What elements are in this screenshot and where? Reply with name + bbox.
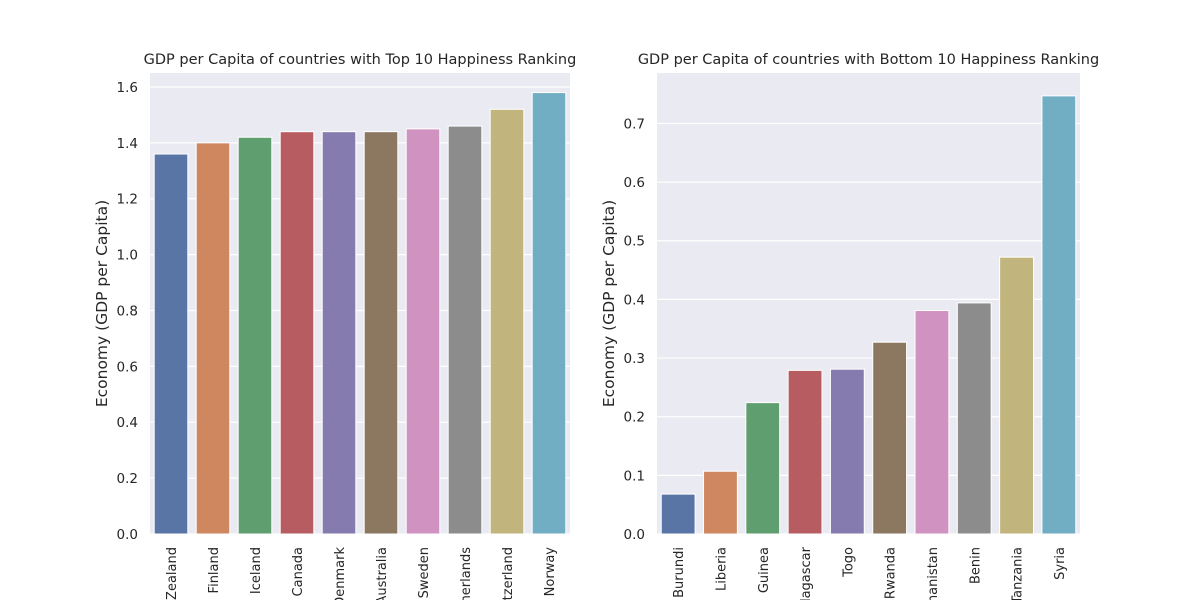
chart-title: GDP per Capita of countries with Bottom … xyxy=(638,52,1099,68)
y-tick-label: 0.2 xyxy=(117,471,138,487)
y-tick-label: 0.0 xyxy=(624,527,645,543)
y-tick-label: 0.5 xyxy=(624,234,645,250)
bar-norway xyxy=(531,92,567,535)
bar-rwanda xyxy=(872,341,908,535)
x-tick-label: Liberia xyxy=(714,547,729,591)
x-tick-label: Tanzania xyxy=(1011,547,1026,600)
y-axis-label: Economy (GDP per Capita) xyxy=(600,200,618,407)
x-tick-label: Denmark xyxy=(333,547,348,600)
bar-madagascar xyxy=(787,369,823,535)
x-tick-label: Guinea xyxy=(757,547,772,593)
x-tick-label: Australia xyxy=(375,547,390,600)
y-tick-label: 0.6 xyxy=(117,359,138,375)
y-tick-label: 1.6 xyxy=(117,80,138,96)
x-tick-label: Norway xyxy=(543,547,558,597)
y-tick-label: 0.2 xyxy=(624,410,645,426)
y-axis-label: Economy (GDP per Capita) xyxy=(93,200,111,407)
bar-togo xyxy=(829,368,865,535)
y-tick-label: 0.7 xyxy=(624,116,645,132)
x-tick-label: Finland xyxy=(207,547,222,593)
y-tick-label: 1.2 xyxy=(117,192,138,208)
bar-liberia xyxy=(703,470,738,535)
x-tick-label: Iceland xyxy=(249,547,264,594)
x-tick-label: New Zealand xyxy=(165,547,180,600)
y-tick-label: 0.8 xyxy=(117,303,138,319)
x-tick-label: Burundi xyxy=(672,547,687,598)
bar-sweden xyxy=(405,128,441,535)
chart-panel-0: 0.0 0.2 0.4 0.6 0.8 1.0 1.2 1.4 1.6 New Zealand Fi… xyxy=(93,52,577,604)
y-tick-label: 1.0 xyxy=(117,248,138,264)
x-tick-label: Canada xyxy=(291,547,306,596)
bar-benin xyxy=(956,302,992,535)
bar-new-zealand xyxy=(153,153,189,535)
x-tick-label: Madagascar xyxy=(799,546,814,600)
chart-panel-1: 0.0 0.1 0.2 0.3 0.4 0.5 0.6 0.7 Burundi Liberia Gu… xyxy=(600,52,1099,604)
y-tick-label: 0.0 xyxy=(117,527,138,543)
y-tick-label: 0.4 xyxy=(624,292,645,308)
x-tick-label: Togo xyxy=(841,547,856,578)
bar-switzerland xyxy=(489,108,525,535)
bar-finland xyxy=(195,142,231,535)
bar-burundi xyxy=(660,493,696,535)
bar-netherlands xyxy=(447,125,483,535)
bar-australia xyxy=(363,131,399,535)
y-tick-label: 1.4 xyxy=(117,136,138,152)
x-tick-label: Syria xyxy=(1053,547,1068,580)
x-tick-label: Switzerland xyxy=(501,547,516,600)
x-tick-label: Netherlands xyxy=(459,547,474,600)
chart-title: GDP per Capita of countries with Top 10 … xyxy=(144,52,577,68)
y-tick-label: 0.3 xyxy=(624,351,645,367)
bar-afghanistan xyxy=(914,310,950,535)
bar-iceland xyxy=(237,136,273,535)
x-tick-label: Afghanistan xyxy=(926,547,941,600)
bar-denmark xyxy=(321,131,357,535)
bar-guinea xyxy=(745,402,781,535)
y-tick-label: 0.1 xyxy=(624,468,645,484)
x-tick-label: Sweden xyxy=(417,547,432,598)
x-tick-label: Rwanda xyxy=(884,547,899,599)
bar-canada xyxy=(279,131,315,535)
bar-tanzania xyxy=(999,256,1034,535)
x-tick-label: Benin xyxy=(968,547,983,584)
bar-syria xyxy=(1041,95,1077,535)
y-tick-label: 0.4 xyxy=(117,415,138,431)
y-tick-label: 0.6 xyxy=(624,175,645,191)
